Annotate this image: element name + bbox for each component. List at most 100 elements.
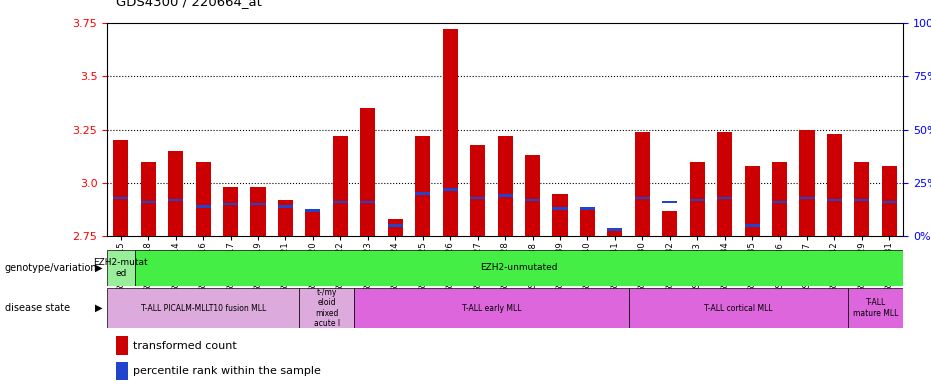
- Bar: [107, 250, 134, 286]
- Bar: [116, 362, 128, 380]
- Bar: [546, 23, 573, 236]
- Bar: [497, 136, 513, 236]
- Bar: [772, 162, 787, 236]
- Bar: [332, 136, 348, 236]
- Bar: [107, 23, 134, 236]
- Bar: [662, 201, 678, 204]
- Bar: [196, 205, 210, 208]
- Text: EZH2-mutat
ed: EZH2-mutat ed: [93, 258, 148, 278]
- Text: T-ALL early MLL: T-ALL early MLL: [462, 304, 521, 313]
- Bar: [442, 188, 458, 190]
- Text: EZH2-unmutated: EZH2-unmutated: [480, 263, 558, 272]
- Bar: [464, 23, 492, 236]
- Bar: [683, 23, 711, 236]
- Bar: [382, 23, 409, 236]
- Bar: [162, 23, 189, 236]
- Text: T-ALL
mature MLL: T-ALL mature MLL: [853, 298, 898, 318]
- Bar: [800, 129, 815, 236]
- Bar: [217, 23, 244, 236]
- Bar: [141, 162, 155, 236]
- Text: percentile rank within the sample: percentile rank within the sample: [132, 366, 320, 376]
- Bar: [690, 199, 705, 201]
- Bar: [552, 194, 568, 236]
- Bar: [855, 162, 870, 236]
- Bar: [525, 155, 540, 236]
- Bar: [519, 23, 546, 236]
- Bar: [717, 132, 732, 236]
- Bar: [223, 203, 238, 205]
- Bar: [387, 224, 403, 227]
- Bar: [628, 23, 656, 236]
- Bar: [332, 201, 348, 204]
- Bar: [470, 144, 485, 236]
- Bar: [169, 199, 183, 201]
- Bar: [114, 197, 128, 199]
- Bar: [607, 230, 623, 236]
- Bar: [656, 23, 683, 236]
- Bar: [607, 228, 623, 231]
- Bar: [635, 197, 650, 199]
- Bar: [278, 205, 293, 208]
- Bar: [745, 224, 760, 227]
- Bar: [305, 210, 320, 236]
- Bar: [116, 336, 128, 355]
- Text: T-ALL cortical MLL: T-ALL cortical MLL: [704, 304, 773, 313]
- Bar: [299, 288, 354, 328]
- Bar: [766, 23, 793, 236]
- Bar: [662, 210, 678, 236]
- Bar: [855, 199, 870, 201]
- Bar: [305, 209, 320, 212]
- Bar: [628, 288, 848, 328]
- Bar: [244, 23, 272, 236]
- Bar: [717, 197, 732, 199]
- Bar: [580, 207, 595, 210]
- Bar: [327, 23, 354, 236]
- Bar: [442, 30, 458, 236]
- Bar: [134, 250, 903, 286]
- Bar: [882, 166, 897, 236]
- Bar: [387, 219, 403, 236]
- Bar: [272, 23, 299, 236]
- Bar: [415, 192, 430, 195]
- Bar: [793, 23, 821, 236]
- Bar: [497, 194, 513, 197]
- Bar: [409, 23, 437, 236]
- Bar: [690, 162, 705, 236]
- Bar: [360, 108, 375, 236]
- Bar: [134, 23, 162, 236]
- Bar: [141, 201, 155, 204]
- Bar: [745, 166, 760, 236]
- Bar: [601, 23, 628, 236]
- Text: ▶: ▶: [95, 303, 102, 313]
- Text: ▶: ▶: [95, 263, 102, 273]
- Bar: [827, 199, 842, 201]
- Bar: [169, 151, 183, 236]
- Bar: [107, 288, 299, 328]
- Bar: [827, 134, 842, 236]
- Bar: [525, 199, 540, 201]
- Bar: [360, 201, 375, 204]
- Bar: [299, 23, 327, 236]
- Text: T-ALL PICALM-MLLT10 fusion MLL: T-ALL PICALM-MLLT10 fusion MLL: [141, 304, 265, 313]
- Bar: [821, 23, 848, 236]
- Bar: [772, 201, 787, 204]
- Bar: [278, 200, 293, 236]
- Bar: [738, 23, 766, 236]
- Bar: [470, 197, 485, 199]
- Bar: [580, 209, 595, 236]
- Bar: [189, 23, 217, 236]
- Bar: [882, 201, 897, 204]
- Bar: [552, 207, 568, 210]
- Text: transformed count: transformed count: [132, 341, 236, 351]
- Bar: [800, 197, 815, 199]
- Bar: [573, 23, 601, 236]
- Bar: [876, 23, 903, 236]
- Bar: [354, 288, 628, 328]
- Text: genotype/variation: genotype/variation: [5, 263, 97, 273]
- Text: t-/my
eloid
mixed
acute l: t-/my eloid mixed acute l: [314, 288, 340, 328]
- Bar: [250, 187, 265, 236]
- Bar: [415, 136, 430, 236]
- Bar: [250, 203, 265, 205]
- Text: disease state: disease state: [5, 303, 70, 313]
- Bar: [848, 288, 903, 328]
